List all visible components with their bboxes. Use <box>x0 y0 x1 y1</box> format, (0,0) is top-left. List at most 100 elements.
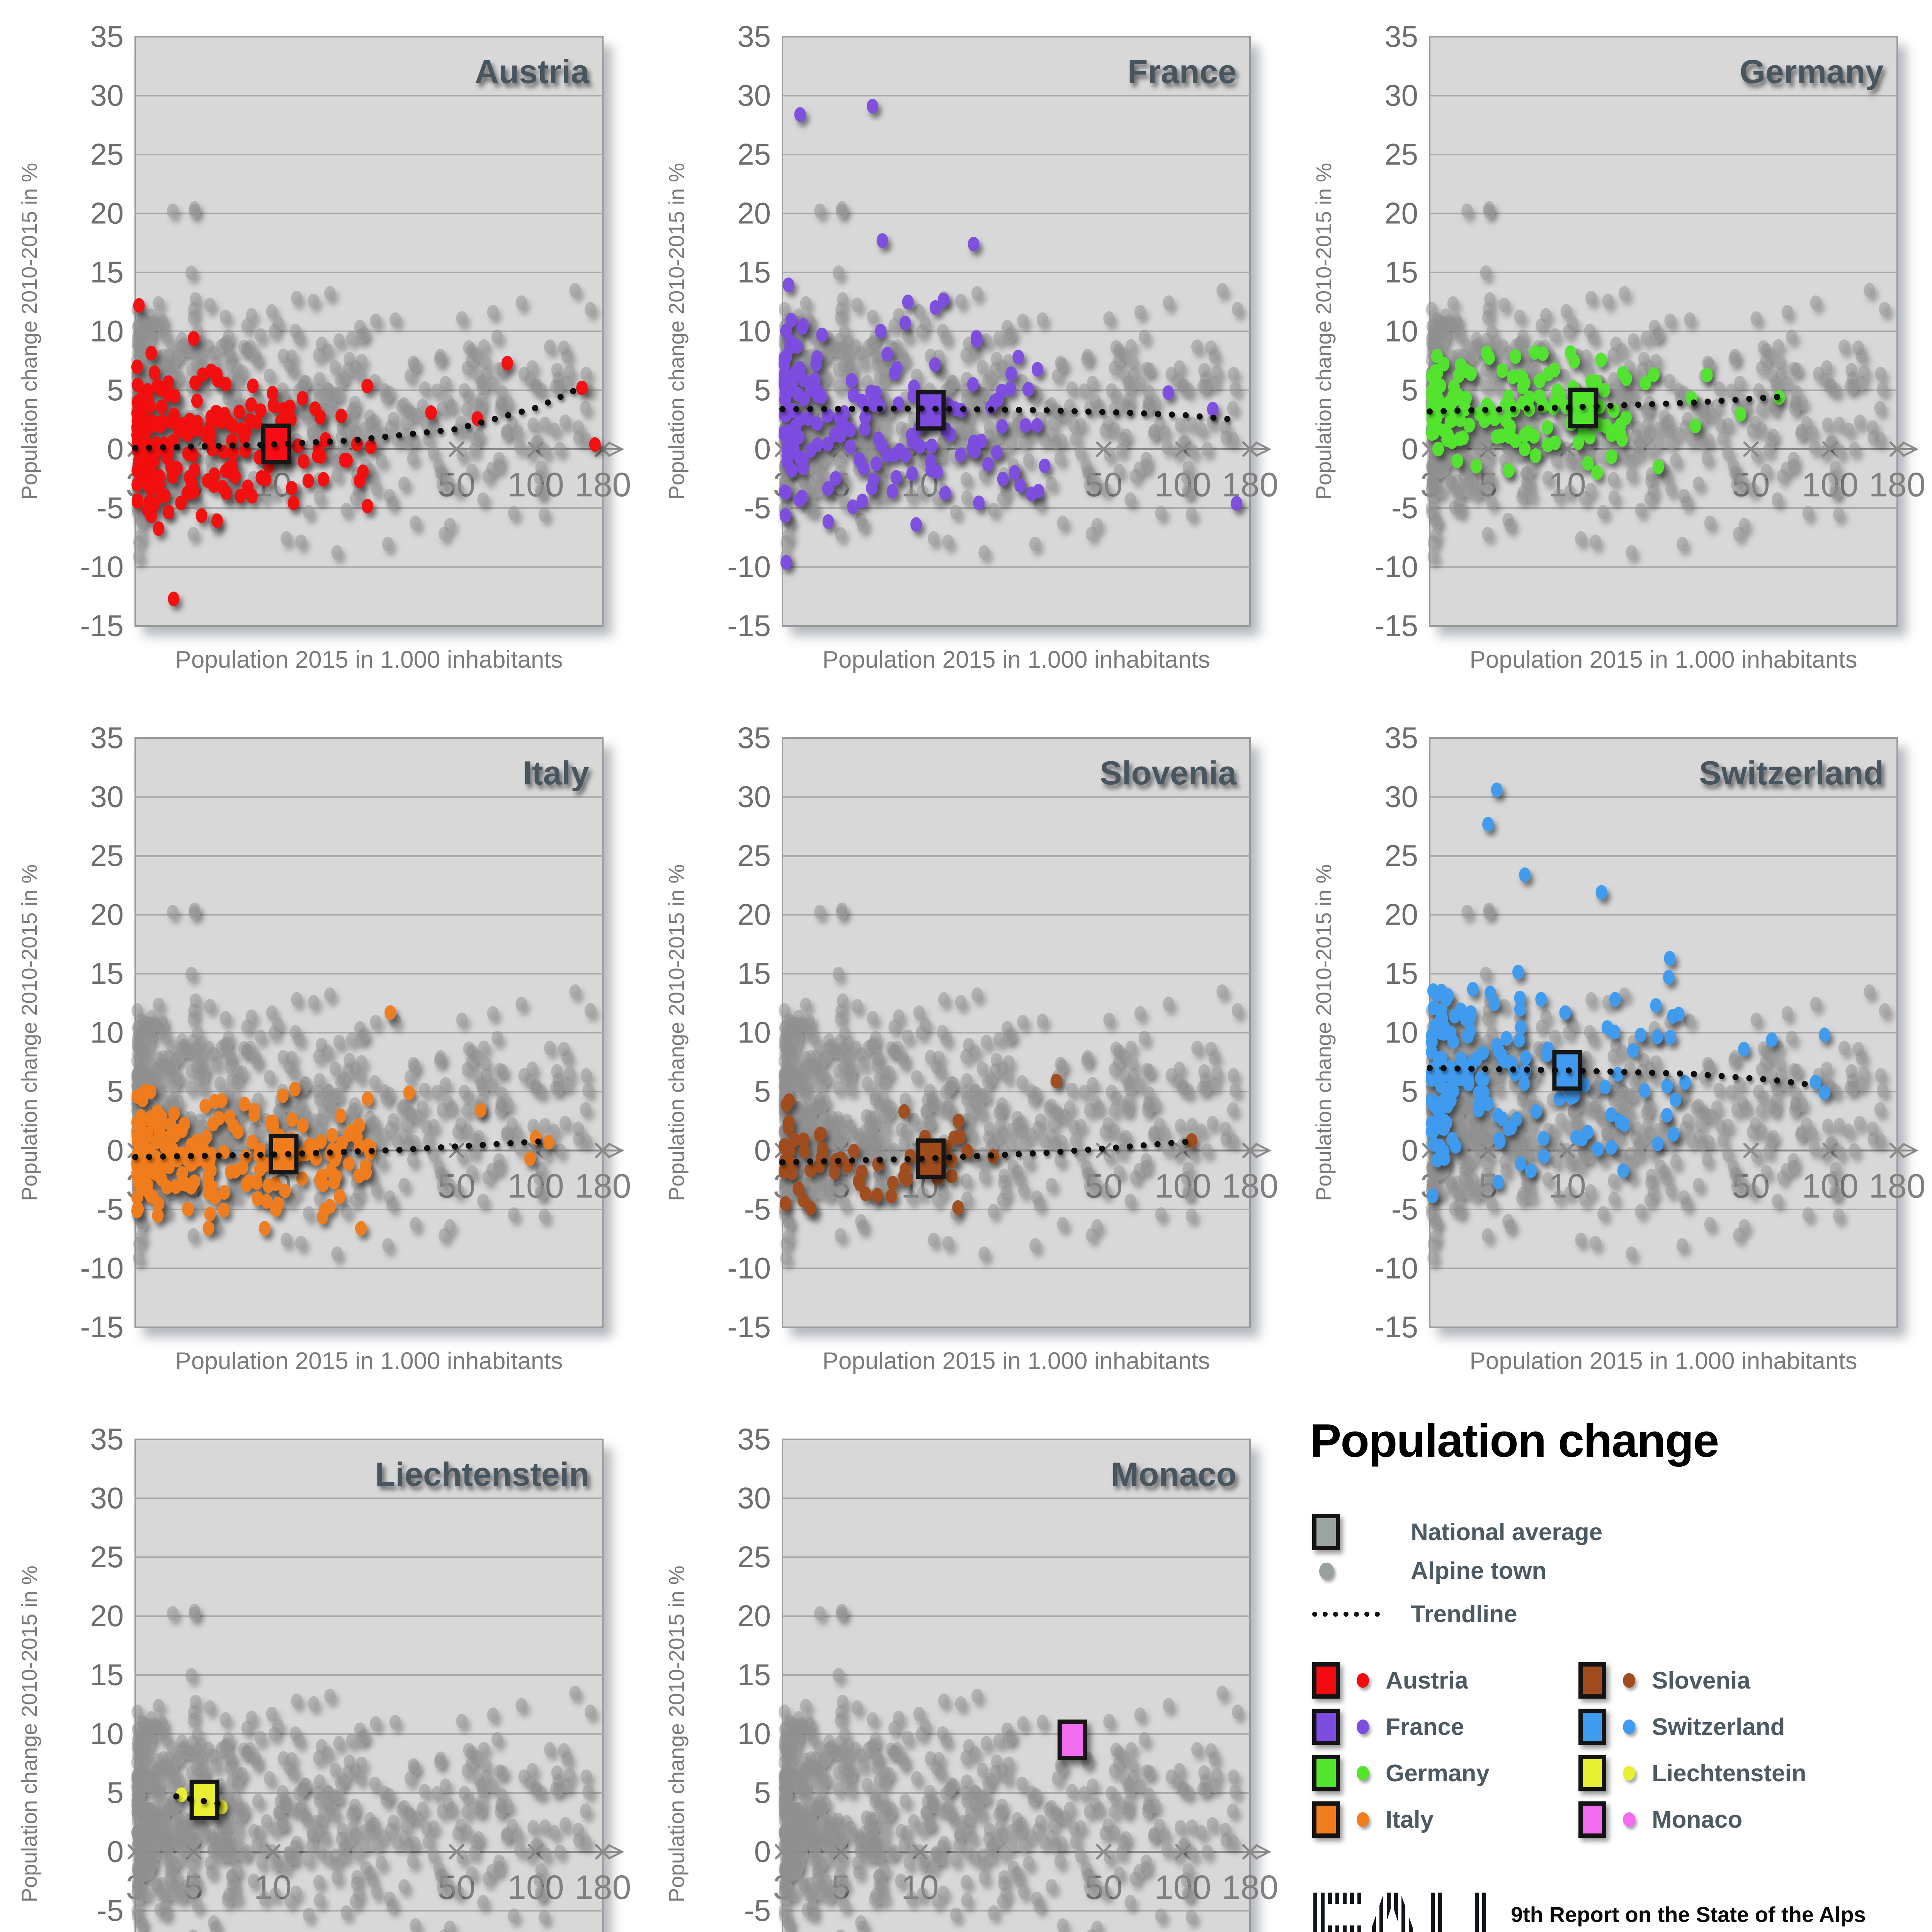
legend-country-label-monaco: Monaco <box>1652 1806 1743 1833</box>
y-tick-label--5: -5 <box>97 491 124 525</box>
y-tick-label-15: 15 <box>737 956 771 990</box>
y-tick-label-35: 35 <box>1384 721 1418 755</box>
y-tick-label-35: 35 <box>90 721 124 755</box>
x-tick-label-180: 180 <box>575 1868 631 1906</box>
y-tick-label-5: 5 <box>1401 373 1418 407</box>
zero-axis-arrow-icon <box>1903 1143 1919 1158</box>
alpine-towns-cloud <box>778 1604 1243 1932</box>
legend-country-label-slovenia: Slovenia <box>1652 1667 1750 1694</box>
y-tick-label-30: 30 <box>1384 78 1418 112</box>
x-tick-label-100: 100 <box>507 1868 564 1906</box>
liechtenstein-dot-icon <box>1623 1766 1635 1781</box>
x-tick-label-100: 100 <box>1155 1868 1211 1906</box>
y-tick-label-25: 25 <box>1384 137 1418 171</box>
panel-title-switzerland: Switzerland <box>1699 755 1884 792</box>
y-tick-label-30: 30 <box>1384 780 1418 814</box>
legend-title: Population change <box>1310 1414 1719 1467</box>
legend-country-row-switzerland: Switzerland <box>1578 1709 1785 1745</box>
x-tick-marker-180 <box>1242 1143 1258 1158</box>
legend-country-row-austria: Austria <box>1312 1662 1468 1699</box>
report-title-line1: 9th Report on the State of the Alps <box>1511 1902 1866 1927</box>
y-tick-label-25: 25 <box>90 137 124 171</box>
germany-dot-icon <box>1357 1766 1369 1781</box>
legend-country-row-slovenia: Slovenia <box>1578 1662 1750 1699</box>
y-tick-label-0: 0 <box>107 1133 124 1167</box>
y-tick-label--10: -10 <box>1374 1251 1418 1285</box>
y-tick-label-10: 10 <box>737 314 771 348</box>
liechtenstein-trendline <box>173 1793 221 1807</box>
france-trendline <box>779 405 1231 422</box>
y-axis-title: Population change 2010-2015 in % <box>17 1566 41 1903</box>
x-tick-marker-180 <box>1242 441 1258 457</box>
legend-country-row-monaco: Monaco <box>1578 1801 1742 1838</box>
panel-monaco-chart: 35105010018035302520151050-5-10-15Monaco… <box>664 1422 1278 1932</box>
y-tick-label-30: 30 <box>90 78 124 112</box>
y-tick-label-35: 35 <box>737 19 771 53</box>
y-tick-label--5: -5 <box>1391 491 1418 525</box>
x-tick-label-180: 180 <box>1869 1167 1926 1205</box>
x-tick-label-100: 100 <box>1155 1167 1211 1205</box>
y-tick-label--15: -15 <box>1374 609 1418 643</box>
y-tick-label--5: -5 <box>744 1893 771 1927</box>
y-tick-label-35: 35 <box>737 1422 771 1456</box>
y-axis-title: Population change 2010-2015 in % <box>1311 163 1336 500</box>
y-tick-label--5: -5 <box>744 1192 771 1226</box>
y-tick-label--15: -15 <box>1374 1310 1418 1344</box>
y-axis-title: Population change 2010-2015 in % <box>664 1566 689 1903</box>
y-tick-label--10: -10 <box>727 550 771 584</box>
y-tick-label-0: 0 <box>754 432 771 466</box>
zero-axis-arrow-icon <box>1903 442 1919 456</box>
zero-axis-arrow-icon <box>1256 1143 1272 1158</box>
legend-panel: Population change National average Alpine… <box>1294 1403 1932 1932</box>
x-tick-marker-180 <box>1889 441 1905 457</box>
y-tick-label--10: -10 <box>80 1251 124 1285</box>
y-tick-label-25: 25 <box>737 137 771 171</box>
x-axis-title: Population 2015 in 1.000 inhabitants <box>822 1348 1210 1374</box>
y-tick-label-0: 0 <box>754 1133 771 1167</box>
x-tick-label-100: 100 <box>1802 466 1859 504</box>
y-tick-label-20: 20 <box>90 1599 124 1633</box>
y-tick-label-10: 10 <box>90 314 124 348</box>
panel-title-italy: Italy <box>523 755 589 792</box>
y-tick-label-30: 30 <box>90 1481 124 1515</box>
legend-country-row-italy: Italy <box>1312 1801 1434 1838</box>
dot-icon <box>1319 1562 1334 1580</box>
x-tick-label-100: 100 <box>1802 1167 1859 1205</box>
y-axis-title: Population change 2010-2015 in % <box>664 163 689 500</box>
legend-country-label-liechtenstein: Liechtenstein <box>1652 1760 1806 1787</box>
y-tick-label--15: -15 <box>727 1310 771 1344</box>
panel-austria: 35105010018035302520151050-5-10-15Austri… <box>0 0 647 701</box>
slovenia-trendline <box>779 1139 1189 1165</box>
switzerland-towns-cloud <box>1425 782 1830 1203</box>
x-axis-title: Population 2015 in 1.000 inhabitants <box>822 646 1210 673</box>
x-tick-label-180: 180 <box>575 1167 631 1205</box>
y-tick-label-5: 5 <box>1401 1074 1418 1108</box>
x-tick-label-100: 100 <box>507 1167 564 1205</box>
y-tick-label-20: 20 <box>737 898 771 932</box>
panel-liechtenstein-chart: 35105010018035302520151050-5-10-15Liecht… <box>17 1422 631 1932</box>
panel-france-chart: 35105010018035302520151050-5-10-15France… <box>664 19 1279 673</box>
y-tick-label-35: 35 <box>1384 19 1418 53</box>
panel-monaco: 35105010018035302520151050-5-10-15Monaco… <box>647 1403 1294 1932</box>
x-tick-label-180: 180 <box>1869 466 1926 504</box>
square-icon <box>1312 1514 1340 1550</box>
y-tick-label-5: 5 <box>754 1074 771 1108</box>
y-tick-label-0: 0 <box>107 432 124 466</box>
y-tick-label-20: 20 <box>1384 898 1418 932</box>
alpine-towns-cloud <box>131 1604 596 1932</box>
y-tick-label-30: 30 <box>737 780 771 814</box>
y-tick-label--5: -5 <box>97 1893 124 1927</box>
y-axis-title: Population change 2010-2015 in % <box>664 864 689 1201</box>
austria-towns-cloud <box>131 298 601 606</box>
y-tick-label-10: 10 <box>737 1015 771 1049</box>
monaco-square-icon <box>1578 1801 1606 1838</box>
y-tick-label-15: 15 <box>737 1658 771 1692</box>
germany-towns-cloud <box>1425 345 1785 480</box>
y-axis-title: Population change 2010-2015 in % <box>17 163 41 500</box>
x-tick-label-100: 100 <box>1155 466 1211 504</box>
y-tick-label-35: 35 <box>90 1422 124 1456</box>
panel-switzerland: 35105010018035302520151050-5-10-15Switze… <box>1294 701 1932 1403</box>
y-tick-label-15: 15 <box>90 255 124 289</box>
x-tick-label-180: 180 <box>1222 466 1279 504</box>
legend-country-label-austria: Austria <box>1386 1667 1468 1694</box>
